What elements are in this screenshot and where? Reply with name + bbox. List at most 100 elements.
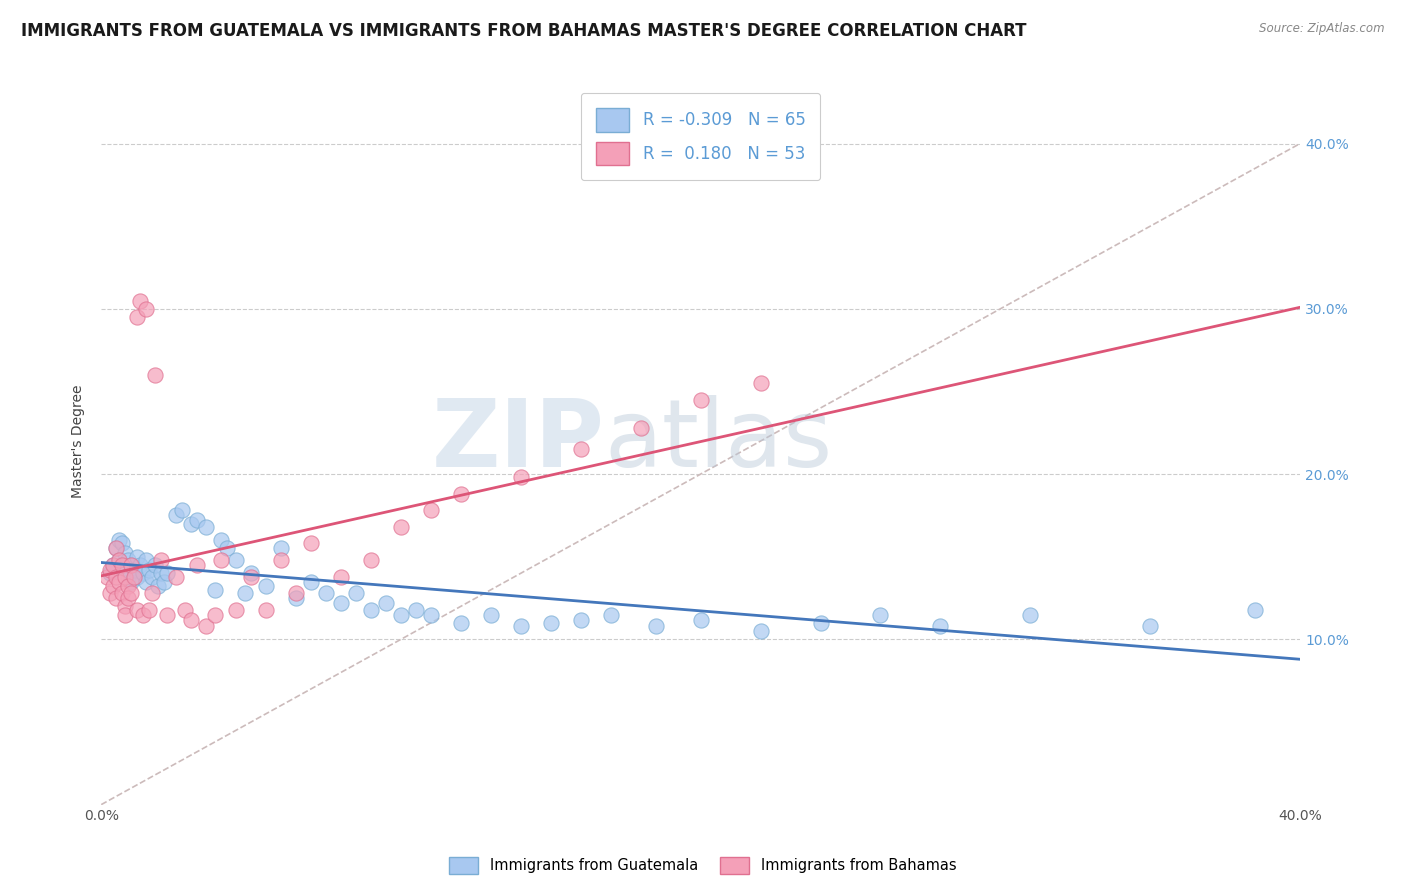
Point <box>225 553 247 567</box>
Point <box>1244 602 1267 616</box>
Point <box>105 569 128 583</box>
Point <box>108 553 131 567</box>
Point <box>209 553 232 567</box>
Point <box>450 487 472 501</box>
Point <box>209 533 232 548</box>
Point <box>117 591 139 605</box>
Point <box>509 470 531 484</box>
Point <box>165 508 187 523</box>
Point <box>195 520 218 534</box>
Point <box>204 582 226 597</box>
Point <box>569 442 592 457</box>
Y-axis label: Master's Degree: Master's Degree <box>72 384 86 498</box>
Point <box>141 569 163 583</box>
Point <box>127 310 149 324</box>
Point <box>114 561 136 575</box>
Point <box>509 619 531 633</box>
Point <box>143 558 166 572</box>
Point <box>186 513 208 527</box>
Point <box>270 553 292 567</box>
Point <box>360 602 382 616</box>
Point <box>360 553 382 567</box>
Point <box>344 586 367 600</box>
Point <box>540 615 562 630</box>
Point <box>127 602 149 616</box>
Point <box>180 516 202 531</box>
Point <box>299 536 322 550</box>
Point <box>138 602 160 616</box>
Point <box>569 613 592 627</box>
Point <box>599 607 621 622</box>
Point <box>153 574 176 589</box>
Point <box>120 586 142 600</box>
Point <box>127 549 149 564</box>
Point <box>122 563 145 577</box>
Point <box>129 293 152 308</box>
Point <box>1019 607 1042 622</box>
Point <box>285 586 308 600</box>
Point <box>108 574 131 589</box>
Point <box>132 607 155 622</box>
Point <box>114 607 136 622</box>
Point <box>114 599 136 614</box>
Point <box>111 558 134 572</box>
Point <box>103 558 125 572</box>
Point <box>114 546 136 560</box>
Point <box>217 541 239 556</box>
Point <box>172 503 194 517</box>
Point <box>117 553 139 567</box>
Point <box>127 569 149 583</box>
Point <box>929 619 952 633</box>
Point <box>270 541 292 556</box>
Point <box>389 520 412 534</box>
Point <box>103 579 125 593</box>
Point <box>254 579 277 593</box>
Point <box>330 569 353 583</box>
Point <box>285 591 308 605</box>
Legend: R = -0.309   N = 65, R =  0.180   N = 53: R = -0.309 N = 65, R = 0.180 N = 53 <box>581 93 821 180</box>
Point <box>195 619 218 633</box>
Point <box>146 579 169 593</box>
Point <box>111 558 134 572</box>
Point <box>150 553 173 567</box>
Point <box>143 368 166 382</box>
Point <box>98 566 121 581</box>
Point <box>254 602 277 616</box>
Text: Source: ZipAtlas.com: Source: ZipAtlas.com <box>1260 22 1385 36</box>
Point <box>419 503 441 517</box>
Point <box>389 607 412 622</box>
Point <box>111 536 134 550</box>
Point <box>135 301 157 316</box>
Point <box>132 566 155 581</box>
Point <box>240 569 263 583</box>
Point <box>450 615 472 630</box>
Point <box>105 541 128 556</box>
Point <box>315 586 337 600</box>
Point <box>749 624 772 638</box>
Point <box>117 569 139 583</box>
Text: atlas: atlas <box>605 395 832 487</box>
Point <box>105 541 128 556</box>
Text: ZIP: ZIP <box>432 395 605 487</box>
Point <box>122 569 145 583</box>
Point <box>644 619 666 633</box>
Point <box>1139 619 1161 633</box>
Point <box>869 607 891 622</box>
Point <box>129 558 152 572</box>
Point <box>174 602 197 616</box>
Point <box>479 607 502 622</box>
Point <box>108 553 131 567</box>
Point <box>810 615 832 630</box>
Point <box>749 376 772 391</box>
Point <box>138 563 160 577</box>
Point <box>103 558 125 572</box>
Point <box>405 602 427 616</box>
Point <box>150 566 173 581</box>
Point <box>689 613 711 627</box>
Point <box>165 569 187 583</box>
Point <box>135 574 157 589</box>
Point <box>689 392 711 407</box>
Point <box>186 558 208 572</box>
Point <box>98 586 121 600</box>
Point <box>180 613 202 627</box>
